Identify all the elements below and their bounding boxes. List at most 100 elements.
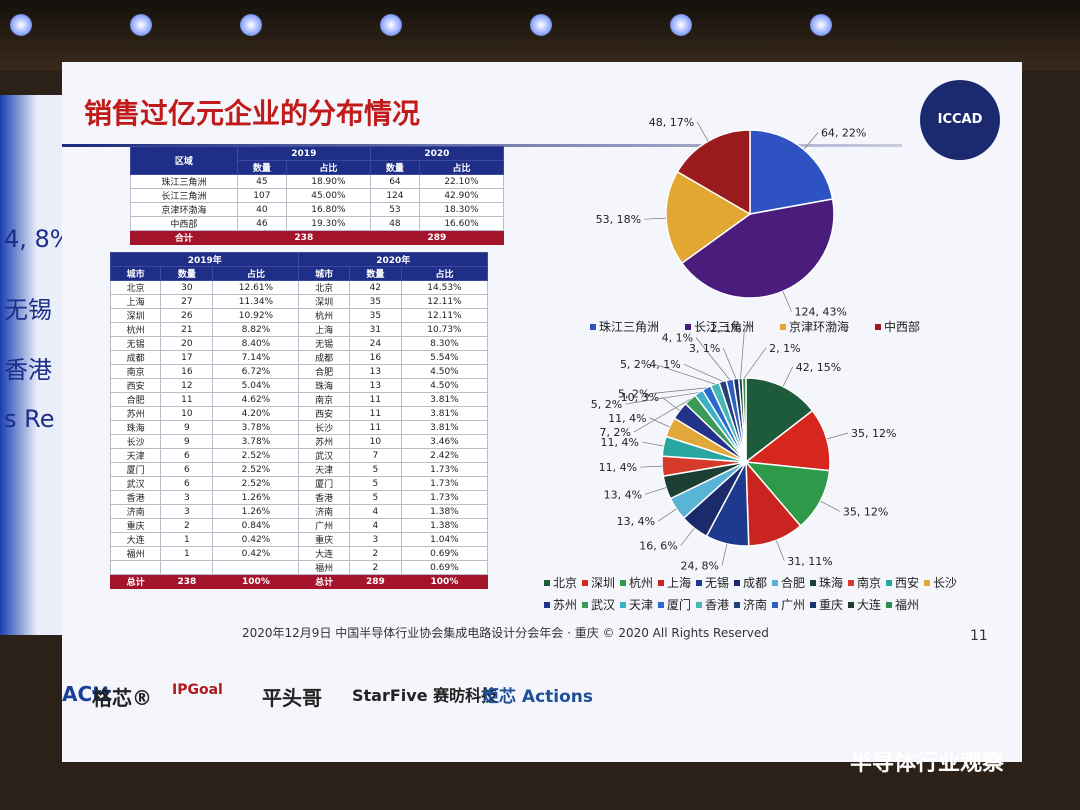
fragment: 无锡 <box>4 296 52 324</box>
data-label: 35, 12% <box>851 427 896 440</box>
sponsor: 平头哥 <box>262 686 322 710</box>
data-label: 53, 18% <box>596 213 641 226</box>
legend-swatch <box>582 580 588 586</box>
table-row: 珠海 9 3.78% 长沙 11 3.81% <box>109 420 489 435</box>
legend-label: 广州 <box>781 598 805 612</box>
data-label: 5, 2% <box>591 398 622 411</box>
pie-slice <box>680 198 835 299</box>
leader-line <box>657 508 677 522</box>
table-row: 济南 3 1.26% 济南 4 1.38% <box>109 504 489 519</box>
legend-label: 珠海 <box>819 575 843 590</box>
pie-charts: 64, 22% 124, 43% 53, 18% 48, 17% 珠江三角洲 长江三角洲 京… <box>544 116 957 612</box>
stage-lights <box>0 0 1080 70</box>
legend-label: 济南 <box>743 597 767 612</box>
table-row: 中西部 46 19.30% 48 16.60% <box>130 216 505 231</box>
lamp <box>10 14 32 36</box>
legend-swatch <box>772 580 778 586</box>
legend-label: 中西部 <box>884 319 920 334</box>
leader-line <box>652 387 707 394</box>
table-row: 长沙 9 3.78% 苏州 10 3.46% <box>109 434 489 449</box>
data-label: 4, 1% <box>662 332 693 345</box>
legend-label: 京津环渤海 <box>789 319 849 334</box>
legend-swatch <box>810 580 816 586</box>
legend-swatch <box>772 602 778 608</box>
cell: 0.69% <box>400 546 489 561</box>
leader-line <box>776 540 785 561</box>
table-row: 珠江三角洲 45 18.90% 64 22.10% <box>130 174 505 189</box>
leader-line <box>661 396 680 411</box>
slide-title: 销售过亿元企业的分布情况 <box>84 97 421 130</box>
legend-swatch <box>924 580 930 586</box>
legend-label: 珠江三角洲 <box>599 320 659 334</box>
data-label: 16, 6% <box>639 540 677 553</box>
cell: 289 <box>348 574 402 589</box>
leader-line <box>826 432 849 440</box>
legend-label: 成都 <box>743 576 767 590</box>
total-row: 合计 238 289 <box>130 230 505 245</box>
leader-line <box>633 399 691 433</box>
data-label: 3, 1% <box>689 342 720 355</box>
footer: 2020年12月9日 中国半导体行业协会集成电路设计分会年会 · 重庆 © 20… <box>242 626 769 640</box>
lamp <box>810 14 832 36</box>
header-row: 数量 占比 数量 占比 <box>131 160 505 175</box>
legend-swatch <box>886 580 892 586</box>
legend-swatch <box>734 580 740 586</box>
cell: 1 <box>160 532 214 547</box>
cell: 238 <box>236 230 371 245</box>
leader-line <box>625 392 699 405</box>
leader-line <box>680 527 695 546</box>
legend-label: 北京 <box>553 576 577 590</box>
data-label: 5, 2% <box>618 387 649 400</box>
legend-label: 长江三角洲 <box>694 320 754 334</box>
legend-label: 南京 <box>857 575 881 590</box>
legend-swatch <box>848 602 854 608</box>
legend-swatch <box>780 324 786 330</box>
lamp <box>530 14 552 36</box>
lamp <box>380 14 402 36</box>
legend-swatch <box>696 602 702 608</box>
fragment: 香港 <box>4 356 52 384</box>
leader-line <box>782 366 794 387</box>
sponsor: StarFive 赛昉科技 <box>352 686 498 705</box>
leader-line <box>696 121 709 142</box>
table-row: 南京 16 6.72% 合肥 13 4.50% <box>109 364 489 379</box>
legend-label: 西安 <box>895 575 919 590</box>
lamp <box>240 14 262 36</box>
leader-line <box>640 465 663 468</box>
region-table: 区域 2019 2020 数量 占比 数量 占比 珠江三角洲 45 18.90% 64 22.10% 长… <box>130 146 505 245</box>
header-cell: 区域 <box>130 146 238 175</box>
page-number: 11 <box>970 628 988 644</box>
legend-label: 天津 <box>629 598 653 612</box>
data-label: 11, 4% <box>600 436 638 449</box>
table-row: 京津环渤海 40 16.80% 53 18.30% <box>130 202 505 217</box>
lamp <box>130 14 152 36</box>
header-row: 区域 2019 2020 <box>130 146 505 175</box>
data-label: 4, 1% <box>649 358 680 371</box>
pie-slice <box>744 461 831 527</box>
lamp <box>670 14 692 36</box>
data-label: 64, 22% <box>821 127 866 140</box>
header-cell: 占比 <box>418 160 505 175</box>
header-cell: 占比 <box>285 160 371 175</box>
pie-slice <box>745 377 814 464</box>
leader-line <box>644 217 667 220</box>
leader-line <box>723 348 737 379</box>
legend-swatch <box>590 324 596 330</box>
leader-line <box>683 363 723 382</box>
sponsor: ACtt <box>62 682 112 706</box>
data-label: 124, 43% <box>794 306 846 319</box>
table-row: 香港 3 1.26% 香港 5 1.73% <box>109 490 489 505</box>
cell: 总计 <box>109 574 162 589</box>
pie-slice <box>744 409 831 472</box>
table-row: 福州 1 0.42% 大连 2 0.69% <box>109 546 489 561</box>
pie-slice <box>665 170 752 265</box>
data-label: 31, 11% <box>787 555 832 568</box>
leader-line <box>740 327 745 379</box>
pie-slice <box>676 129 751 216</box>
fragment: s Re <box>4 405 55 433</box>
data-label: 11, 4% <box>599 461 637 474</box>
legend-label: 武汉 <box>591 598 615 612</box>
title-rule <box>62 144 902 147</box>
legend-label: 无锡 <box>705 575 729 590</box>
data-label: 10, 3% <box>621 391 659 404</box>
